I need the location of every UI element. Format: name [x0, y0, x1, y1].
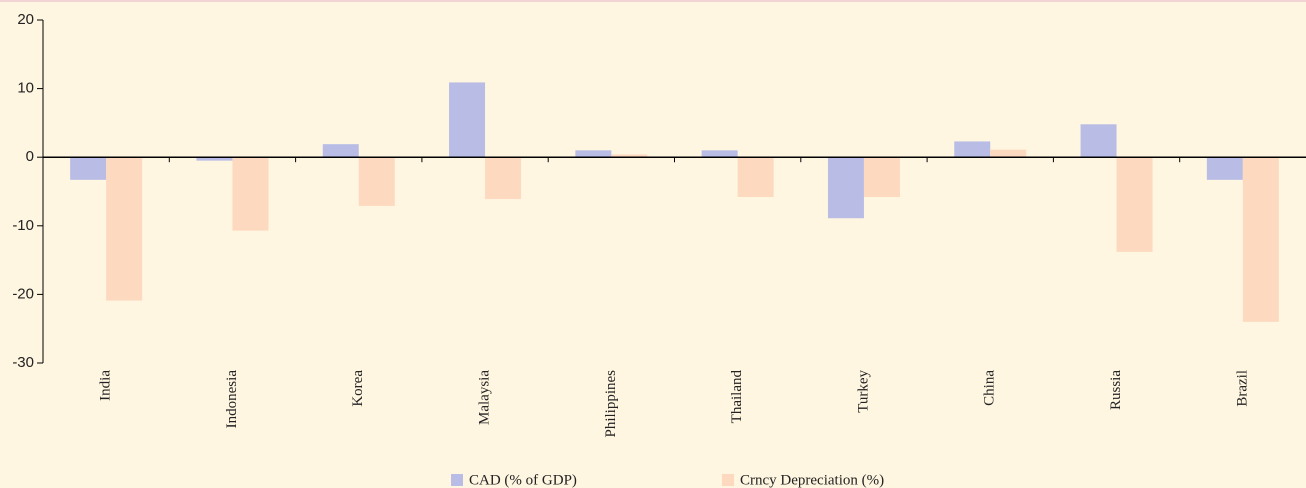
x-tick-label: Korea: [350, 370, 366, 407]
bar: [1116, 157, 1153, 252]
x-tick-label: Brazil: [1234, 370, 1250, 407]
bar: [449, 82, 486, 158]
bar: [322, 144, 359, 158]
y-tick-label: 20: [17, 11, 34, 28]
bar: [196, 157, 233, 161]
bar: [1080, 124, 1117, 158]
bar: [1206, 157, 1243, 180]
bar: [485, 157, 522, 200]
x-tick-label: Malaysia: [476, 370, 492, 425]
x-tick-label: Thailand: [729, 370, 745, 424]
x-tick-label: China: [982, 370, 998, 406]
bar: [1242, 157, 1279, 322]
y-tick-label: 10: [17, 80, 34, 97]
y-tick-label: -30: [12, 354, 34, 371]
x-tick-label: Philippines: [603, 370, 619, 438]
y-tick-label: -10: [12, 217, 34, 234]
x-tick-label: India: [98, 370, 114, 401]
legend-label: CAD (% of GDP): [469, 472, 577, 488]
bar: [70, 157, 107, 180]
legend-label: Crncy Depreciation (%): [740, 472, 884, 488]
bar: [701, 150, 738, 158]
x-tick-label: Indonesia: [224, 370, 240, 429]
bar: [611, 154, 648, 158]
bar: [990, 149, 1027, 158]
bar: [358, 157, 395, 206]
x-tick-label: Russia: [1108, 370, 1124, 410]
bar: [106, 157, 143, 301]
bar: [575, 150, 612, 158]
bar: [827, 157, 864, 219]
bar: [954, 141, 991, 158]
bar: [232, 157, 269, 231]
y-tick-label: -20: [12, 285, 34, 302]
x-tick-label: Turkey: [855, 370, 871, 413]
bar: [737, 157, 774, 197]
bar: [863, 157, 900, 197]
legend-swatch: [722, 474, 734, 486]
legend-swatch: [451, 474, 463, 486]
y-tick-label: 0: [26, 148, 34, 165]
